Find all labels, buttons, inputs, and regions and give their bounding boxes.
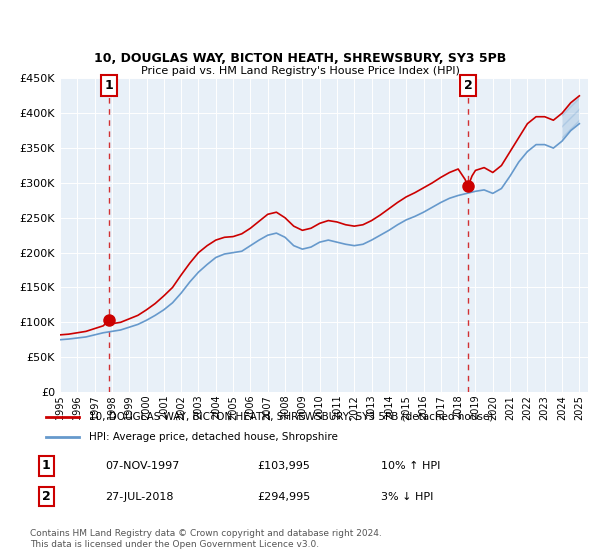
Text: 1: 1 (105, 79, 114, 92)
Text: 3% ↓ HPI: 3% ↓ HPI (381, 492, 433, 502)
Text: 07-NOV-1997: 07-NOV-1997 (106, 461, 180, 471)
Text: 27-JUL-2018: 27-JUL-2018 (106, 492, 174, 502)
Text: Contains HM Land Registry data © Crown copyright and database right 2024.
This d: Contains HM Land Registry data © Crown c… (30, 529, 382, 549)
Text: 10, DOUGLAS WAY, BICTON HEATH, SHREWSBURY, SY3 5PB: 10, DOUGLAS WAY, BICTON HEATH, SHREWSBUR… (94, 52, 506, 66)
Text: £103,995: £103,995 (257, 461, 310, 471)
Text: HPI: Average price, detached house, Shropshire: HPI: Average price, detached house, Shro… (89, 432, 338, 442)
Text: Price paid vs. HM Land Registry's House Price Index (HPI): Price paid vs. HM Land Registry's House … (140, 66, 460, 76)
Text: £294,995: £294,995 (257, 492, 310, 502)
Text: 1: 1 (42, 459, 50, 473)
Text: 10, DOUGLAS WAY, BICTON HEATH, SHREWSBURY, SY3 5PB (detached house): 10, DOUGLAS WAY, BICTON HEATH, SHREWSBUR… (89, 412, 494, 422)
Text: 2: 2 (464, 79, 472, 92)
Text: 2: 2 (42, 490, 50, 503)
Text: 10% ↑ HPI: 10% ↑ HPI (381, 461, 440, 471)
